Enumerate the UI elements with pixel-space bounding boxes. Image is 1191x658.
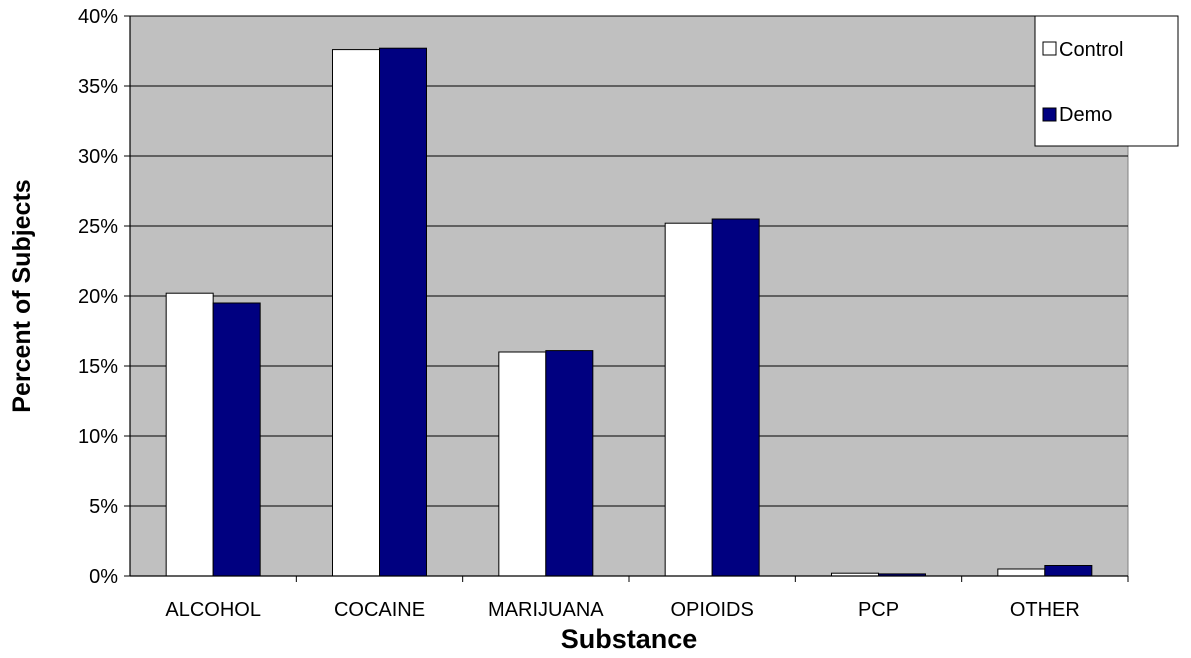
x-tick-label: MARIJUANA <box>488 599 604 621</box>
legend-label-demo: Demo <box>1059 104 1112 126</box>
x-tick-label: PCP <box>858 599 899 621</box>
x-tick-label: ALCOHOL <box>165 599 261 621</box>
x-tick-label: OTHER <box>1010 599 1080 621</box>
bar-demo-alcohol <box>212 302 261 577</box>
y-tick-labels: 0% 5% 10% 15% 20% 25% 30% 35% 40% <box>78 6 130 588</box>
y-axis-title: Percent of Subjects <box>8 179 36 412</box>
bar-control-alcohol <box>165 292 214 577</box>
x-tick-labels: ALCOHOL COCAINE MARIJUANA OPIOIDS PCP OTHER <box>165 576 1129 621</box>
y-tick-label: 0% <box>89 566 118 588</box>
x-tick-label: OPIOIDS <box>670 599 753 621</box>
legend-swatch-demo <box>1042 107 1057 122</box>
bar-demo-cocaine <box>379 47 427 577</box>
x-tick-label: COCAINE <box>334 599 425 621</box>
legend-label-control: Control <box>1059 39 1123 61</box>
y-tick-label: 5% <box>89 496 118 518</box>
bar-control-opioids <box>664 222 713 577</box>
legend-swatch-control <box>1042 41 1057 56</box>
x-axis-title: Substance <box>561 624 698 654</box>
bars-group <box>165 47 1093 577</box>
bar-demo-marijuana <box>545 350 594 577</box>
bar-control-marijuana <box>498 351 547 577</box>
y-tick-label: 20% <box>78 286 118 308</box>
y-tick-label: 40% <box>78 6 118 28</box>
y-tick-label: 25% <box>78 216 118 238</box>
bar-control-cocaine <box>332 49 380 577</box>
y-tick-label: 15% <box>78 356 118 378</box>
y-tick-label: 10% <box>78 426 118 448</box>
legend-box <box>1034 15 1179 147</box>
y-tick-label: 35% <box>78 76 118 98</box>
bar-demo-other <box>1044 565 1093 577</box>
bar-control-other <box>997 568 1046 577</box>
gridlines <box>130 15 1128 507</box>
bar-demo-opioids <box>711 218 760 577</box>
legend: Control Demo <box>1034 15 1179 147</box>
y-tick-label: 30% <box>78 146 118 168</box>
